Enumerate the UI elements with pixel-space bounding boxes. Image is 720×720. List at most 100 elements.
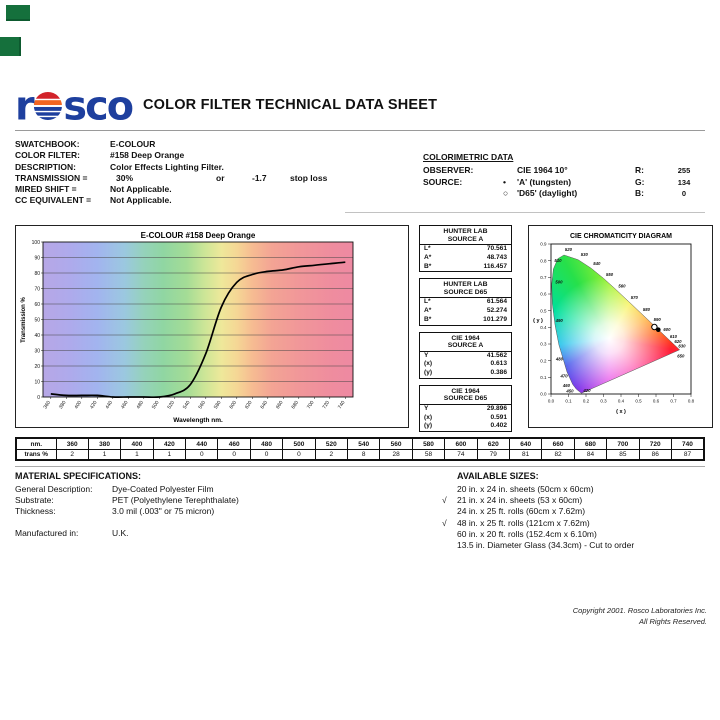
source-bullet-icon [503, 165, 517, 177]
svg-text:580: 580 [213, 400, 223, 410]
transmission-cell: 58 [411, 449, 446, 461]
wavelength-cell: 500 [282, 437, 316, 450]
svg-text:420: 420 [582, 388, 591, 393]
svg-text:620: 620 [674, 339, 682, 344]
page-title: COLOR FILTER TECHNICAL DATA SHEET [143, 97, 438, 113]
logo-letters-sco: sco [63, 84, 132, 128]
svg-text:0.2: 0.2 [540, 358, 547, 363]
svg-text:60: 60 [34, 302, 40, 308]
filter-info-value: E-COLOUR [110, 139, 156, 149]
wavelength-transmission-table: nm. 360 380 400 420 440 460 480 500 520 540 560 580 6… [15, 437, 705, 461]
row-label: Y [424, 351, 429, 359]
transmission-value-row: trans % 2 1 1 1 0 0 0 0 2 8 28 58 74 79 81 82 84 85 86 87 [15, 449, 705, 461]
svg-text:680: 680 [290, 400, 300, 410]
svg-text:40: 40 [34, 333, 40, 339]
table-title-line1: CIE 1964 [451, 334, 480, 342]
svg-text:460: 460 [120, 400, 130, 410]
plot-border [550, 243, 692, 395]
colorimetric-rows: OBSERVER: CIE 1964 10° R: 255 SOURCE: • 'A' (t… [423, 165, 709, 200]
svg-text:720: 720 [321, 400, 331, 410]
x-axis-title: Wavelength nm. [173, 417, 223, 424]
svg-text:520: 520 [166, 400, 176, 410]
row-value: 0.591 [490, 413, 507, 421]
colorimetric-label [423, 188, 503, 200]
wavelength-cell: 660 [541, 437, 575, 450]
wavelength-cell: 700 [606, 437, 640, 450]
svg-text:0.0: 0.0 [540, 392, 547, 397]
size-item: 60 in. x 20 ft. rolls (152.4cm x 6.10m) [440, 529, 718, 540]
source-bullet-icon: • [503, 176, 506, 187]
transmission-cell: 1 [152, 449, 187, 461]
row-value: 61.564 [486, 298, 507, 306]
table-title-line1: HUNTER LAB [443, 228, 488, 235]
marker-source-D65 [651, 323, 658, 331]
material-spec-row: Thickness: 3.0 mil (.003" or 75 micron) [15, 506, 425, 517]
transmission-cell: 84 [573, 449, 608, 461]
transmission-chart-svg: 0 10 20 30 40 50 60 70 80 90 100 360 380 400 420 440 460… [21, 231, 354, 424]
row-value: 0.613 [490, 360, 507, 368]
size-text: 24 in. x 25 ft. rolls (60cm x 7.62m) [457, 506, 586, 517]
row-value: 52.274 [486, 307, 507, 315]
svg-text:0: 0 [37, 395, 40, 401]
svg-text:400: 400 [73, 400, 83, 410]
material-spec-value: Dye-Coated Polyester Film [112, 484, 214, 494]
copyright-notice: Copyright 2001. Rosco Laboratories Inc. … [573, 606, 707, 627]
y-axis-ticks: 0.0 0.1 0.2 0.3 0.4 0.5 0.6 0.7 0.8 0.9 [540, 242, 551, 397]
plot-border [42, 241, 354, 398]
table-row: B* 101.279 [420, 316, 511, 325]
filter-info-stop-value: -1.7 [252, 172, 267, 183]
filter-info-or: or [216, 172, 225, 183]
svg-text:540: 540 [182, 400, 192, 410]
svg-text:0.6: 0.6 [653, 399, 660, 404]
svg-text:50: 50 [34, 317, 40, 323]
row-value: 41.562 [486, 351, 507, 359]
filter-info-value: Not Applicable. [110, 184, 172, 195]
filter-info-label: TRANSMISSION = [15, 172, 88, 183]
transmission-cell: 28 [379, 449, 413, 461]
colorimetric-value: 'A' (tungsten) [517, 176, 572, 187]
filter-info-row: MIRED SHIFT = Not Applicable. [15, 184, 415, 195]
size-item: 24 in. x 25 ft. rolls (60cm x 7.62m) [440, 506, 718, 517]
colorimetric-block: COLORIMETRIC DATA OBSERVER: CIE 1964 10° R… [423, 152, 709, 200]
filter-info-row: SWATCHBOOK: E-COLOUR [15, 139, 415, 150]
colorimetric-row: OBSERVER: CIE 1964 10° R: 255 [423, 165, 709, 177]
svg-text:20: 20 [34, 364, 40, 370]
svg-text:450: 450 [565, 389, 574, 394]
row-label: L* [424, 245, 431, 253]
transmission-cell: 2 [314, 449, 349, 461]
svg-text:480: 480 [135, 400, 145, 410]
table-header: HUNTER LAB SOURCE A [420, 226, 511, 246]
row-label: (y) [424, 369, 433, 377]
row-label: (y) [424, 422, 433, 430]
svg-text:0.9: 0.9 [540, 242, 547, 247]
table-row: Y 41.562 [420, 352, 511, 361]
svg-text:0.7: 0.7 [670, 399, 677, 404]
copyright-line1: Copyright 2001. Rosco Laboratories Inc. [572, 606, 707, 615]
material-spec-value: PET (Polyethylene Terephthalate) [112, 495, 239, 505]
transmission-chart: 0 10 20 30 40 50 60 70 80 90 100 360 380 400 420 440 460… [15, 225, 409, 428]
available-sizes-title: AVAILABLE SIZES: [457, 471, 539, 481]
wavelength-cell: 420 [152, 437, 187, 450]
svg-text:0.0: 0.0 [548, 399, 555, 404]
transmission-cell: 0 [217, 449, 251, 461]
rgb-channel-label: G: [635, 176, 645, 187]
wavelength-cell: 360 [55, 437, 89, 450]
svg-text:0.7: 0.7 [540, 275, 547, 280]
svg-text:70: 70 [34, 286, 40, 292]
svg-text:480: 480 [555, 357, 564, 362]
filter-info-value: Not Applicable. [110, 195, 172, 206]
rosco-globe-icon [33, 91, 62, 121]
colorimetric-value: CIE 1964 10° [517, 165, 568, 175]
table-row: L* 70.561 [420, 245, 511, 254]
row-label: (x) [424, 413, 433, 421]
spectral-locus-outline [551, 254, 681, 394]
svg-text:0.1: 0.1 [540, 375, 547, 380]
svg-text:0.5: 0.5 [635, 399, 642, 404]
table-row: (y) 0.402 [420, 422, 511, 431]
svg-text:0.5: 0.5 [540, 308, 547, 313]
size-item: √ 48 in. x 25 ft. rolls (121cm x 7.62m) [440, 518, 718, 529]
table-row: (y) 0.386 [420, 369, 511, 378]
transmission-cell: 85 [606, 449, 640, 461]
horizontal-gridlines [43, 257, 353, 382]
